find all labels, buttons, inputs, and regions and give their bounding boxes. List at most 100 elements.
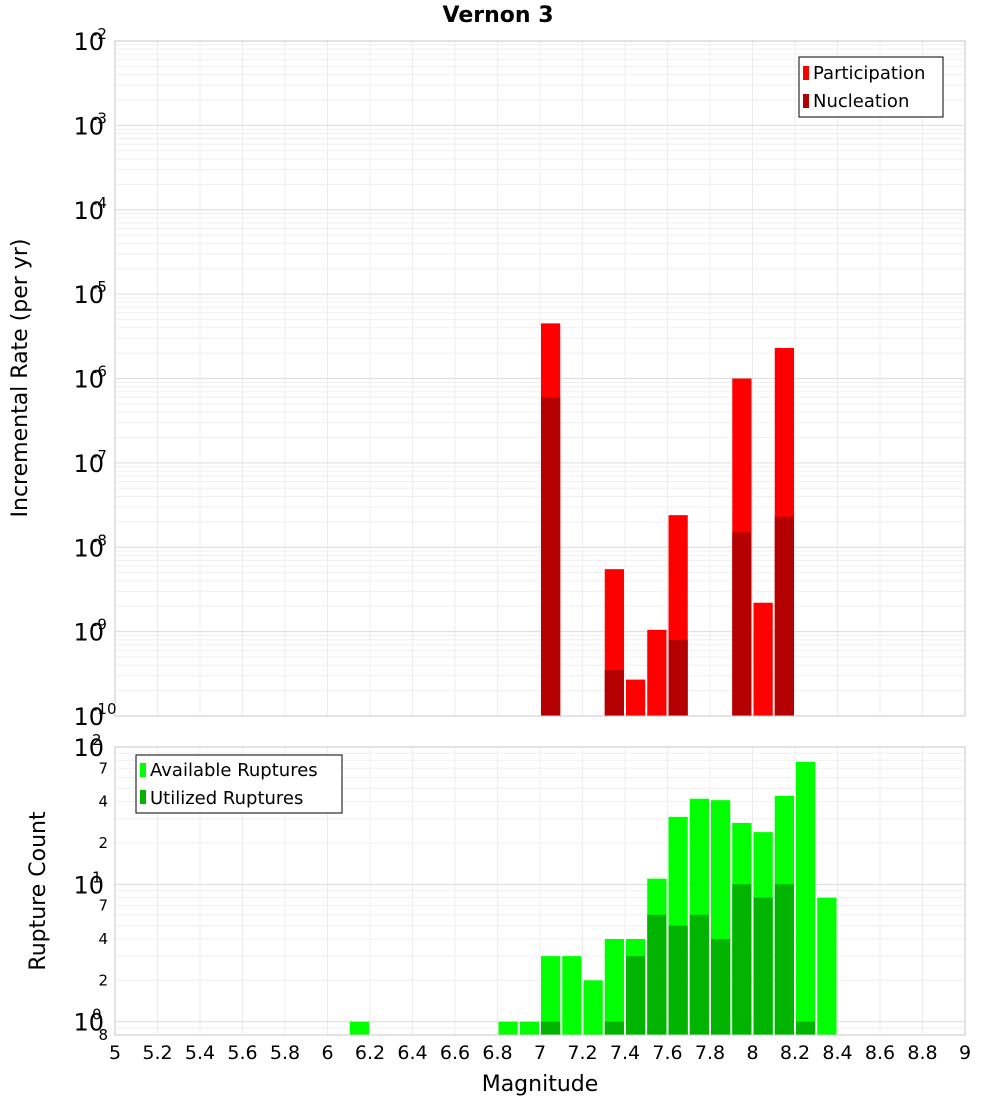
top-y-tick-exponent: -6 bbox=[92, 363, 107, 381]
bottom-bar-b bbox=[711, 939, 731, 1035]
top-bar-a bbox=[647, 629, 667, 716]
x-tick-label: 8.2 bbox=[780, 1042, 810, 1064]
bottom-bar-b bbox=[541, 1021, 561, 1035]
x-tick-label: 6.4 bbox=[397, 1042, 427, 1064]
bottom-bar-a bbox=[583, 980, 603, 1035]
bottom-bars bbox=[349, 761, 837, 1035]
bottom-y-tick-exponent: 2 bbox=[92, 731, 102, 749]
bottom-legend-box bbox=[135, 754, 343, 814]
top-y-tick-label: 10 bbox=[73, 703, 104, 731]
bottom-y-tick-label: 10 bbox=[73, 871, 104, 899]
legend-label-available: Available Ruptures bbox=[150, 760, 318, 781]
x-ticks: 5 5.2 5.4 5.6 5.8 6 6.2 6.4 6.6 6.8 7 7.2 7.4 7.6 7.8 8… bbox=[109, 1042, 971, 1064]
legend-label-nucleation: Nucleation bbox=[813, 91, 909, 112]
top-y-tick-exponent: -5 bbox=[92, 278, 107, 296]
top-y-axis-label: Incremental Rate (per yr) bbox=[8, 239, 33, 518]
x-tick-label: 5.4 bbox=[185, 1042, 215, 1064]
x-tick-label: 8.8 bbox=[907, 1042, 937, 1064]
x-axis-label: Magnitude bbox=[482, 1072, 599, 1097]
bottom-bar-a bbox=[562, 956, 582, 1035]
top-bar-b bbox=[604, 670, 624, 716]
top-y-tick-exponent: -7 bbox=[92, 447, 107, 465]
bottom-bar-b bbox=[796, 1021, 816, 1035]
bottom-y-tick-exponent: 1 bbox=[92, 868, 102, 886]
bottom-bar-a bbox=[349, 1021, 369, 1035]
bottom-bar-b bbox=[774, 884, 794, 1035]
legend-swatch-participation bbox=[803, 66, 809, 80]
top-y-tick-exponent: -10 bbox=[92, 700, 117, 718]
x-tick-label: 5.8 bbox=[270, 1042, 300, 1064]
bottom-bar-b bbox=[647, 914, 667, 1035]
top-y-tick-exponent: -3 bbox=[92, 109, 107, 127]
bottom-y-minor-tick-label: 8 bbox=[98, 1026, 108, 1044]
bottom-bar-b bbox=[753, 897, 773, 1035]
bottom-y-minor-tick-label: 2 bbox=[98, 971, 108, 989]
top-grid bbox=[114, 40, 966, 717]
top-y-tick-label: 10 bbox=[73, 28, 104, 56]
x-tick-label: 7.4 bbox=[610, 1042, 640, 1064]
x-tick-label: 7.8 bbox=[695, 1042, 725, 1064]
top-y-tick-exponent: -4 bbox=[92, 194, 107, 212]
bottom-bar-a bbox=[796, 761, 816, 1035]
bottom-bar-a bbox=[817, 897, 837, 1035]
x-tick-label: 9 bbox=[959, 1042, 971, 1064]
bottom-y-tick-label: 10 bbox=[73, 734, 104, 762]
x-tick-label: 8 bbox=[746, 1042, 758, 1064]
top-y-tick-label: 10 bbox=[73, 619, 104, 647]
legend-swatch-utilized bbox=[140, 790, 146, 804]
top-bar-b bbox=[668, 639, 688, 716]
bottom-y-tick-label: 10 bbox=[73, 1009, 104, 1037]
chart-title: Vernon 3 bbox=[443, 3, 554, 28]
top-y-tick-exponent: -2 bbox=[92, 25, 107, 43]
top-legend: Participation Nucleation bbox=[798, 56, 944, 118]
top-y-tick-exponent: -9 bbox=[92, 616, 107, 634]
top-bar-b bbox=[541, 397, 561, 716]
top-legend-box bbox=[798, 56, 944, 118]
bottom-bar-b bbox=[668, 925, 688, 1035]
bottom-bar-a bbox=[498, 1021, 518, 1035]
bottom-y-minor-tick-label: 4 bbox=[98, 930, 108, 948]
x-tick-label: 7 bbox=[534, 1042, 546, 1064]
top-bar-a bbox=[626, 679, 646, 716]
x-tick-label: 5.2 bbox=[142, 1042, 172, 1064]
bottom-bar-b bbox=[732, 884, 752, 1035]
bottom-plot-frame bbox=[114, 746, 966, 1036]
x-tick-label: 7.2 bbox=[567, 1042, 597, 1064]
legend-label-participation: Participation bbox=[813, 63, 925, 84]
bottom-y-axis-label: Rupture Count bbox=[26, 811, 51, 971]
top-y-tick-label: 10 bbox=[73, 534, 104, 562]
top-bar-b bbox=[774, 516, 794, 716]
bottom-y-minor-tick-label: 7 bbox=[98, 759, 108, 777]
top-y-tick-label: 10 bbox=[73, 112, 104, 140]
x-tick-label: 6 bbox=[321, 1042, 333, 1064]
legend-swatch-available bbox=[140, 763, 146, 777]
x-tick-label: 6.2 bbox=[355, 1042, 385, 1064]
bottom-bar-a bbox=[541, 956, 561, 1035]
x-tick-label: 5 bbox=[109, 1042, 121, 1064]
bottom-bar-b bbox=[604, 1021, 624, 1035]
bottom-y-minor-tick-label: 4 bbox=[98, 793, 108, 811]
top-plot-frame bbox=[114, 40, 966, 717]
x-tick-label: 6.8 bbox=[482, 1042, 512, 1064]
bottom-y-minor-tick-label: 7 bbox=[98, 897, 108, 915]
bottom-y-tick-exponent: 0 bbox=[92, 1006, 102, 1024]
x-tick-label: 5.6 bbox=[227, 1042, 257, 1064]
x-tick-label: 6.6 bbox=[440, 1042, 470, 1064]
top-bar-b bbox=[732, 532, 752, 716]
top-bars bbox=[541, 323, 794, 716]
bottom-bar-b bbox=[626, 956, 646, 1035]
top-y-tick-label: 10 bbox=[73, 281, 104, 309]
bottom-bar-b bbox=[689, 914, 709, 1035]
x-tick-label: 7.6 bbox=[652, 1042, 682, 1064]
bottom-legend: Available Ruptures Utilized Ruptures bbox=[135, 754, 343, 814]
bottom-bar-a bbox=[519, 1021, 539, 1035]
legend-swatch-nucleation bbox=[803, 94, 809, 108]
top-y-tick-exponent: -8 bbox=[92, 531, 107, 549]
bottom-bar-a bbox=[604, 939, 624, 1035]
top-y-tick-label: 10 bbox=[73, 197, 104, 225]
x-tick-label: 8.6 bbox=[865, 1042, 895, 1064]
top-y-tick-label: 10 bbox=[73, 450, 104, 478]
